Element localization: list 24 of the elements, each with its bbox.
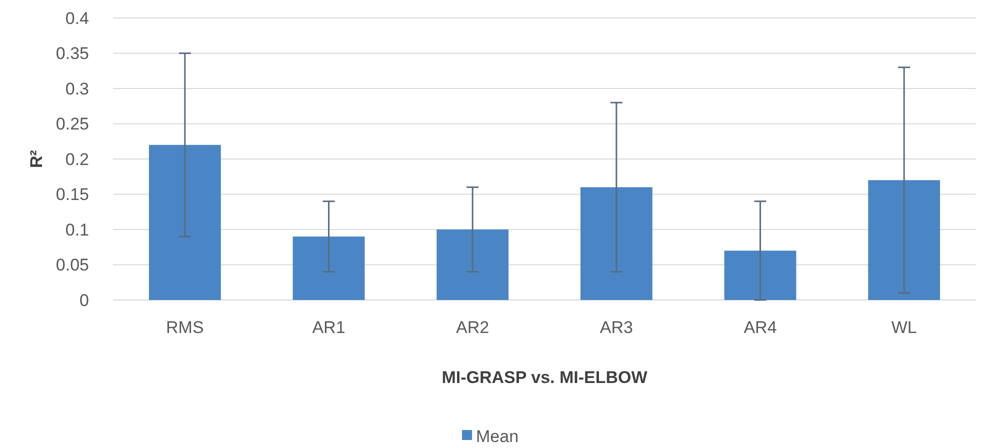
bar — [292, 236, 365, 300]
bar — [868, 180, 940, 300]
y-tick-label: 0.1 — [65, 220, 89, 240]
y-axis-title: R² — [27, 150, 46, 168]
y-tick-label: 0.05 — [56, 256, 89, 275]
x-tick-label: AR1 — [312, 318, 346, 337]
x-tick-label: WL — [891, 318, 917, 337]
x-axis-title: MI-GRASP vs. MI-ELBOW — [442, 368, 648, 387]
bar — [148, 144, 221, 300]
y-tick-label: 0.25 — [56, 114, 89, 134]
x-tick-label: AR2 — [456, 318, 490, 337]
y-tick-label: 0.3 — [65, 79, 89, 98]
bar — [724, 250, 796, 300]
bar — [580, 187, 652, 300]
x-tick-label: AR3 — [600, 318, 633, 337]
y-tick-label: 0.2 — [65, 150, 89, 169]
legend-label: Mean — [476, 426, 519, 446]
y-tick-label: 0.35 — [56, 44, 89, 64]
y-tick-label: 0 — [80, 290, 89, 310]
bar — [436, 230, 509, 300]
x-tick-label: AR4 — [744, 318, 777, 337]
y-tick-label: 0.4 — [65, 8, 89, 28]
x-tick-label: RMS — [166, 318, 204, 337]
y-tick-label: 0.15 — [56, 185, 89, 204]
